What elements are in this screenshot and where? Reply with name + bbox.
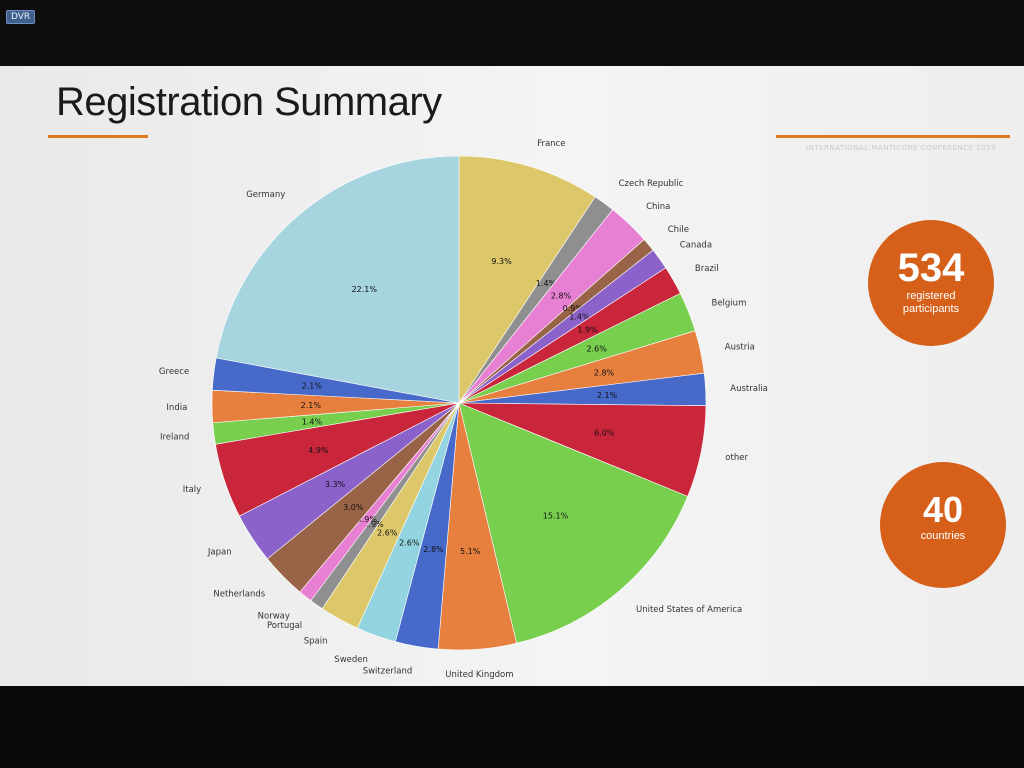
pie-category-label-india: India [166,403,187,413]
registration-pie-chart: 9.3% France 1.4% Czech Republic 2.8% China 0.9… [159,139,768,680]
title-underline [48,135,148,138]
pie-pct-label-netherlands: 3.0% [343,503,364,512]
pie-pct-label-united-states-of-america: 15.1% [543,512,569,521]
screen-top-bezel [0,0,1024,66]
participants-badge: 534 registered participants [868,220,994,346]
pie-pct-label-india: 2.1% [301,401,322,410]
pie-slice-united-states-of-america [458,402,689,644]
pie-pct-label-australia: 2.1% [597,391,618,400]
countries-count: 40 [922,489,964,530]
pie-category-label-italy: Italy [183,485,201,495]
pie-slice-germany [215,155,460,404]
pie-pct-label-other: 6.0% [594,428,615,437]
screen-bottom-bezel [0,686,1024,768]
pie-category-label-sweden: Sweden [334,655,368,665]
pie-category-label-france: France [537,139,565,149]
pie-category-label-norway: Norway [258,612,290,622]
pie-pct-label-france: 9.3% [491,257,512,266]
pie-pct-label-canada: 1.4% [569,313,590,322]
pie-pct-label-belgium: 2.6% [587,344,608,353]
participants-label-line1: registered [906,290,956,302]
pie-pct-label-brazil: 1.9% [578,325,599,334]
pie-category-label-portugal: Portugal [267,621,302,631]
pie-pct-label-japan: 3.3% [325,480,346,489]
pie-category-label-belgium: Belgium [712,299,747,309]
participants-count: 534 [897,246,965,290]
pie-category-label-austria: Austria [725,343,755,353]
countries-badge: 40 countries [880,462,1006,588]
pie-category-label-canada: Canada [680,241,712,251]
pie-category-label-czech-republic: Czech Republic [619,179,684,189]
dvr-badge: DVR [6,10,36,24]
pie-category-label-united-states-of-america: United States of America [636,605,742,615]
presentation-slide: Registration Summary INTERNATIONAL MANTI… [0,66,1024,686]
pie-pct-label-austria: 2.8% [594,368,615,377]
pie-pct-label-chile: 0.9% [563,304,584,313]
pie-category-label-japan: Japan [207,548,232,558]
pie-pct-label-spain: 2.6% [377,529,398,538]
pie-pct-label-czech-republic: 1.4% [536,279,557,288]
pie-pct-label-sweden: 2.6% [399,539,420,548]
pie-category-label-netherlands: Netherlands [213,590,265,600]
pie-category-label-spain: Spain [304,637,328,647]
pie-category-label-switzerland: Switzerland [363,667,413,677]
pie-category-label-ireland: Ireland [160,433,189,443]
pie-category-label-greece: Greece [159,367,189,377]
pie-pct-label-ireland: 1.4% [302,417,323,426]
pie-category-label-brazil: Brazil [695,264,719,274]
pie-category-label-australia: Australia [730,384,768,394]
pie-pct-label-portugal: 0.9% [363,520,384,529]
pie-category-label-germany: Germany [246,190,285,200]
header-rule-right [776,135,1010,138]
pie-category-label-united-kingdom: United Kingdom [445,670,513,680]
pie-category-label-china: China [646,202,670,212]
pie-pct-label-switzerland: 2.8% [423,545,444,554]
pie-pct-label-norway: 0.9% [357,515,378,524]
pie-slice-france [458,155,596,404]
countries-label: countries [920,530,966,542]
slide-title: Registration Summary [56,80,442,124]
pie-pct-label-greece: 2.1% [302,382,323,391]
pie-pct-label-united-kingdom: 5.1% [460,547,481,556]
conference-name: INTERNATIONAL MANTICORE CONFERENCE 2019 [806,144,997,152]
pie-category-label-other: other [725,453,748,463]
participants-label-line2: participants [902,303,960,315]
pie-pct-label-italy: 4.9% [308,446,329,455]
pie-category-label-chile: Chile [668,225,689,235]
pie-pct-label-germany: 22.1% [352,285,378,294]
pie-pct-label-china: 2.8% [551,292,572,301]
